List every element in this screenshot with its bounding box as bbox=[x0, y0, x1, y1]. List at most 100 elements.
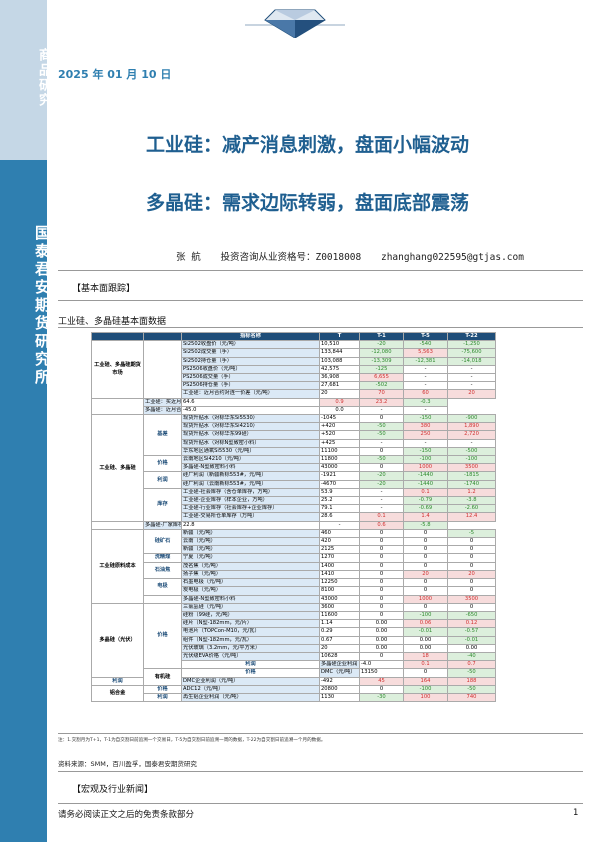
change-t1-cell: -20 bbox=[359, 340, 404, 350]
sub-title: 多晶硅：需求边际转弱，盘面底部震荡 bbox=[145, 192, 469, 214]
change-t5-cell: 23.2 bbox=[359, 397, 404, 407]
author-name: 张 航 bbox=[176, 252, 201, 263]
change-t1-cell: 0.00 bbox=[359, 619, 404, 629]
subcategory-cell bbox=[91, 397, 144, 416]
table-row: 现货升贴水（对标华东Si4210） +420 -50 380 1,890 bbox=[92, 422, 496, 432]
fundamentals-table: 指标名称 T T-1 T-5 T-22 工业硅、多晶硅期货市场 Si2502收盘价… bbox=[91, 331, 496, 703]
indicator-name-cell: 硅厂利润（云南新标553#，元/吨） bbox=[181, 479, 320, 489]
change-t22-cell: 1.2 bbox=[447, 487, 496, 498]
indicator-name-cell: 电池片（TOPCon-M10，元/瓦） bbox=[181, 627, 320, 637]
table-row: 工业硅：近月合约对连一价差（元/吨） 20 70 60 20 bbox=[92, 389, 496, 399]
indicator-name-cell: Si2502成交量（手） bbox=[181, 348, 320, 358]
change-t22-cell: -900 bbox=[447, 414, 496, 424]
change-t22-cell: -0.57 bbox=[447, 627, 496, 637]
change-t22-cell: 3500 bbox=[447, 463, 496, 473]
table-row: 光伏玻璃（3.2mm，元/平方米） 20 0.00 0.00 0.00 bbox=[92, 643, 496, 653]
change-t5-cell: -1440 bbox=[403, 479, 448, 489]
category-cell: 铝合金 bbox=[91, 684, 144, 703]
indicator-name-cell: 三氯氢硅（元/吨） bbox=[181, 602, 320, 612]
change-t22-cell: -500 bbox=[447, 446, 496, 457]
indicator-name-cell: 多晶硅-厂家库存（万吨） bbox=[143, 520, 182, 530]
value-cell: 1410 bbox=[319, 569, 360, 580]
divider bbox=[58, 733, 583, 734]
indicator-name-cell: 光伏玻璃（3.2mm，元/平方米） bbox=[181, 643, 320, 653]
sidebar-top-band bbox=[0, 0, 47, 160]
change-t22-cell: -0.3 bbox=[403, 397, 448, 407]
value-cell: 8100 bbox=[319, 586, 360, 596]
table-row: 电极 石墨电极（元/吨） 12250 0 0 0 bbox=[92, 578, 496, 596]
section-heading-fundamentals: 【基本面跟踪】 bbox=[72, 284, 136, 294]
change-t1-cell: -20 bbox=[359, 479, 404, 489]
change-t22-cell: 12.4 bbox=[447, 512, 496, 522]
indicator-name-cell: 云南地区Si4210（元/吨） bbox=[181, 455, 320, 465]
change-t5-cell: 0.1 bbox=[403, 487, 448, 498]
value-cell: +425 bbox=[319, 438, 360, 448]
value-cell: 28.6 bbox=[319, 512, 360, 522]
indicator-name-cell: 现货升贴水（对标N型致密小料） bbox=[181, 438, 320, 448]
header-cell: T-1 bbox=[359, 331, 404, 342]
value-cell: 43000 bbox=[319, 594, 360, 604]
indicator-name-cell: 炭电极（元/吨） bbox=[181, 586, 320, 596]
table-row: 利润 DMC企业利润（元/吨） -492 45 164 188 bbox=[91, 676, 496, 686]
change-t1-cell: -50 bbox=[359, 430, 404, 440]
author-email[interactable]: zhanghang022595@gtjas.com bbox=[380, 252, 524, 263]
table-row: 多晶硅-N型致密料小料 43000 0 1000 3500 bbox=[92, 594, 496, 604]
subcategory-cell bbox=[143, 340, 182, 399]
change-t22-cell: -1,250 bbox=[447, 340, 496, 350]
value-cell: -492 bbox=[319, 676, 360, 686]
change-t22-cell: -14,018 bbox=[447, 356, 496, 366]
table-row: 工业硅、多晶硅 基差 现货升贴水（对标华东Si5530） -1045 0 -150 -900 bbox=[91, 414, 496, 522]
value-cell: 11800 bbox=[319, 455, 360, 465]
change-t22-cell: 0 bbox=[447, 553, 496, 563]
table-row: 硅厂利润（云南新标553#，元/吨） -4670 -20 -1440 -1740 bbox=[92, 479, 496, 489]
change-t1-cell: 0 bbox=[359, 586, 404, 596]
value-cell: +420 bbox=[319, 422, 360, 432]
sidebar-institute-label: 国泰君安期货研究所 bbox=[33, 225, 51, 387]
subcategory-cell: 价格 bbox=[143, 602, 182, 670]
table-row: 铝合金 价格 ADC12（元/吨） 20800 0 -100 -50 bbox=[91, 684, 496, 703]
change-t1-cell: 0 bbox=[359, 651, 404, 662]
indicator-name-cell: 光伏级EVA价格（元/吨） bbox=[181, 651, 320, 662]
indicator-name-cell: 新疆（元/吨） bbox=[181, 545, 320, 555]
change-t1-cell: - bbox=[359, 504, 404, 514]
change-t5-cell: 1000 bbox=[403, 463, 448, 473]
change-t22-cell: -5 bbox=[447, 528, 496, 539]
change-t5-cell: 0.06 bbox=[403, 619, 448, 629]
indicator-name-cell: 工业硅：买近月期货合约一跨期成本（元/吨） bbox=[143, 397, 182, 407]
report-date: 2025 年 01 月 10 日 bbox=[58, 68, 172, 81]
indicator-name-cell: Si2502持仓量（手） bbox=[181, 356, 320, 366]
indicator-name-cell: 硅厂利润（新疆新标553#，元/吨） bbox=[181, 471, 320, 481]
change-t1-cell: 0 bbox=[359, 569, 404, 580]
change-t5-cell: - bbox=[359, 405, 404, 416]
change-t1-cell: 0 bbox=[359, 553, 404, 563]
data-source: 资料来源：SMM，百川盈孚，国泰君安期货研究 bbox=[58, 760, 197, 768]
indicator-name-cell: 工业硅：近月合约对连一价差（元/吨） bbox=[181, 389, 320, 399]
value-cell: -45.0 bbox=[181, 405, 320, 416]
table-row: 工业硅-交易所仓单库存（万吨） 28.6 0.1 1.4 12.4 bbox=[92, 512, 496, 522]
sidebar-category-label: 商品研究 bbox=[36, 48, 51, 108]
subcategory-cell: 洗精煤 bbox=[143, 553, 182, 563]
change-t1-cell: - bbox=[359, 487, 404, 498]
change-t5-cell: 0.6 bbox=[359, 520, 404, 530]
indicator-name-cell: PS2506收盘价（元/吨） bbox=[181, 364, 320, 375]
change-t22-cell: 0 bbox=[447, 578, 496, 588]
change-t22-cell: 0 bbox=[447, 545, 496, 555]
change-t5-cell: -12,381 bbox=[403, 356, 448, 366]
subcategory-cell: 电极 bbox=[143, 578, 182, 596]
indicator-name-cell: Si2502收盘价（元/吨） bbox=[181, 340, 320, 350]
change-t1-cell: -125 bbox=[359, 364, 404, 375]
change-t5-cell: -150 bbox=[403, 446, 448, 457]
change-t1-cell: 0.1 bbox=[359, 512, 404, 522]
indicator-name-cell: 多晶硅-N型致密料小料 bbox=[181, 594, 320, 604]
section-heading-news: 【宏观及行业新闻】 bbox=[72, 785, 154, 795]
change-t1-cell: 0.00 bbox=[359, 643, 404, 653]
indicator-name-cell: 扬子焦（元/吨） bbox=[181, 569, 320, 580]
subcategory-cell: 基差 bbox=[143, 414, 182, 457]
indicator-name-cell: 新疆（元/吨） bbox=[181, 528, 320, 539]
value-cell: 64.6 bbox=[181, 397, 320, 407]
table-row: 工业硅：买近月期货合约一跨期成本（元/吨）64.60.923.2-0.3 bbox=[91, 397, 496, 416]
indicator-name-cell: ADC12（元/吨） bbox=[181, 684, 320, 694]
change-t1-cell: -50 bbox=[359, 455, 404, 465]
indicator-name-cell: 茂名焦（元/吨） bbox=[181, 561, 320, 571]
subcategory-cell: 硅矿石 bbox=[143, 528, 182, 555]
